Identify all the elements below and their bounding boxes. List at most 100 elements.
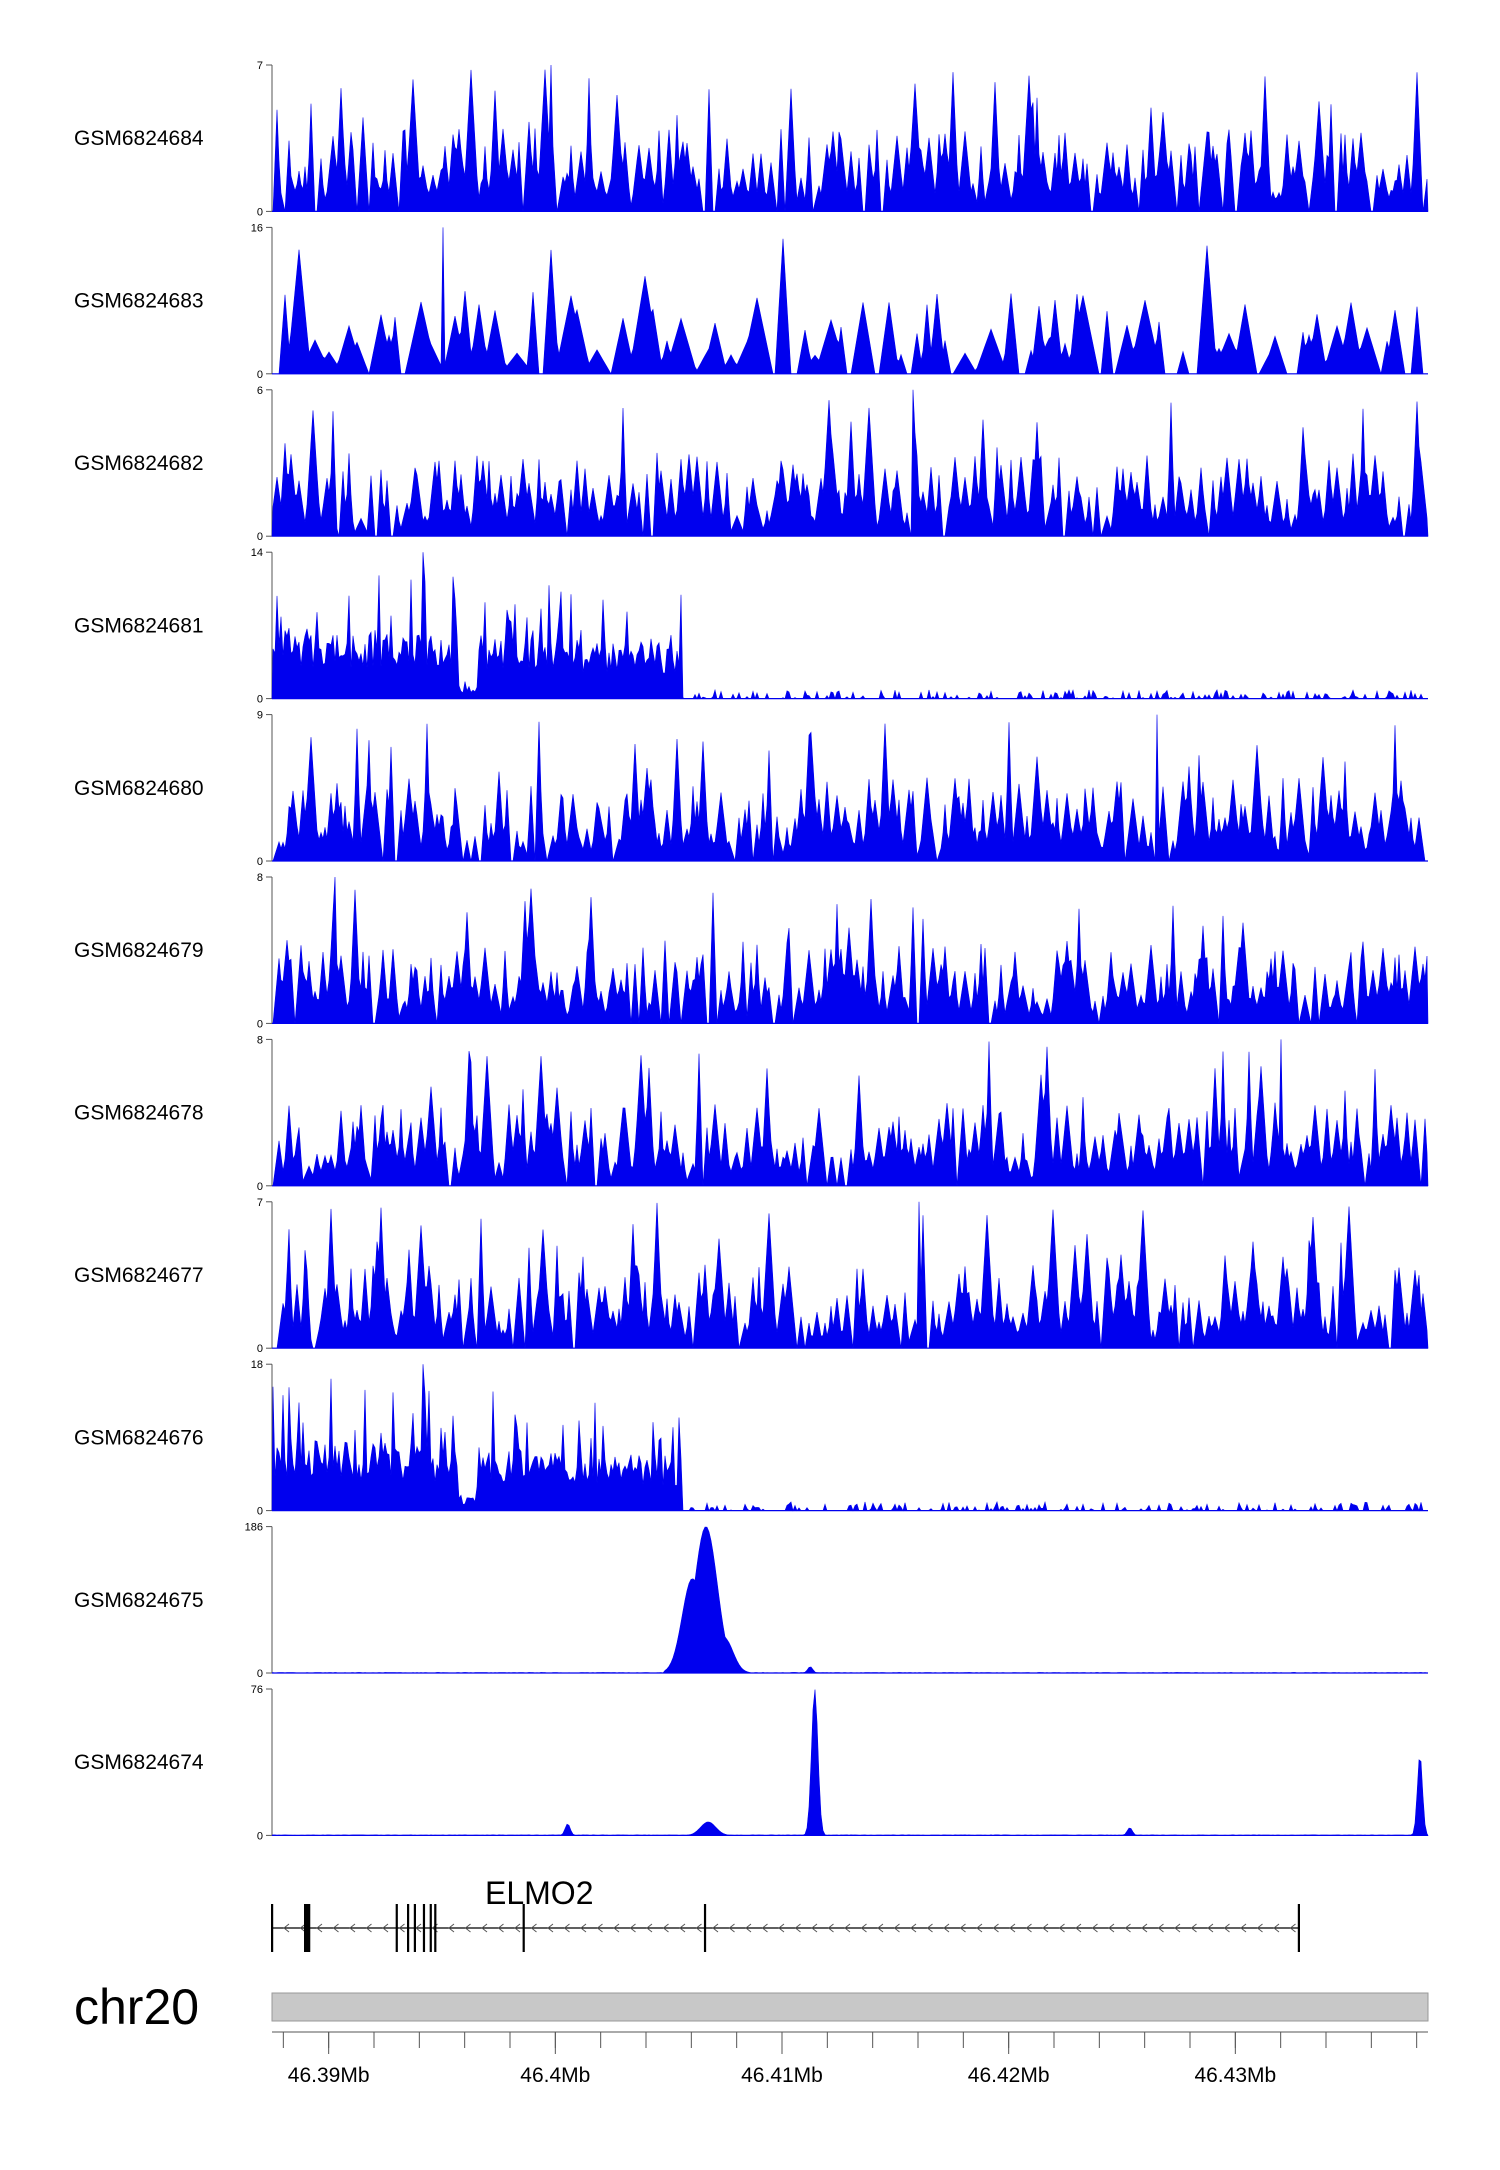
y-zero-label: 0 [257,1018,263,1030]
strand-arrow [844,1923,851,1933]
strand-arrow [316,1923,323,1933]
signal-area [272,1039,1429,1187]
signal-area [271,1689,1429,1836]
strand-arrow [712,1923,719,1933]
chromosome-ideogram [271,1992,1429,2022]
y-max-label: 18 [251,1359,263,1371]
signal-area [272,1201,1429,1349]
strand-arrow [1058,1923,1065,1933]
track-label: GSM6824674 [74,1751,204,1774]
strand-arrow [1108,1923,1115,1933]
track-GSM6824679: GSM6824679 8 0 [74,872,1429,1030]
strand-arrow [464,1923,471,1933]
gene-label: ELMO2 [485,1875,593,1911]
strand-arrow [778,1923,785,1933]
exon [271,1904,274,1952]
y-zero-label: 0 [257,1343,263,1355]
y-max-label: 16 [251,222,263,234]
strand-arrow [1174,1923,1181,1933]
exon [703,1904,707,1952]
exon [413,1904,416,1952]
exon [422,1904,426,1952]
track-GSM6824674: GSM6824674 76 0 [74,1684,1429,1842]
strand-arrow [662,1923,669,1933]
strand-arrow [1091,1923,1098,1933]
strand-arrow [860,1923,867,1933]
strand-arrow [1141,1923,1148,1933]
track-GSM6824684: GSM6824684 7 0 [74,60,1429,218]
strand-arrow [481,1923,488,1933]
x-tick-label: 46.4Mb [520,2064,590,2087]
strand-arrow [1009,1923,1016,1933]
y-max-label: 14 [251,547,263,559]
track-GSM6824681: GSM6824681 14 0 [74,547,1428,706]
gene-model: ELMO2 [271,1875,1300,1952]
strand-arrow [530,1923,537,1933]
y-zero-label: 0 [257,1506,263,1518]
x-axis: 46.39Mb 46.4Mb 46.41Mb 46.42Mb 46.43Mb [272,2031,1428,2087]
strand-arrow [1207,1923,1214,1933]
signal-area [271,1364,1428,1512]
track-GSM6824675: GSM6824675 186 0 [74,1522,1429,1680]
signal-area [272,227,1428,375]
signal-area [271,1526,1429,1674]
signal-area [272,714,1428,862]
strand-arrow [959,1923,966,1933]
strand-arrow [1273,1923,1280,1933]
exon [522,1904,525,1952]
strand-arrow [761,1923,768,1933]
exon [434,1904,437,1952]
y-max-label: 76 [251,1684,263,1696]
strand-arrow [1223,1923,1230,1933]
y-zero-label: 0 [257,694,263,706]
exon [407,1904,410,1952]
strand-arrow [695,1923,702,1933]
exon [1297,1904,1300,1952]
track-label: GSM6824675 [74,1589,204,1612]
x-tick-label: 46.43Mb [1194,2064,1276,2087]
strand-arrow [448,1923,455,1933]
strand-arrow [679,1923,686,1933]
track-GSM6824676: GSM6824676 18 0 [74,1359,1428,1518]
track-label: GSM6824681 [74,614,204,637]
signal-area [271,552,1428,700]
strand-arrow [514,1923,521,1933]
signal-area [272,64,1429,212]
x-tick-label: 46.41Mb [741,2064,823,2087]
chromosome-label: chr20 [74,1979,199,2035]
strand-arrow [1289,1923,1296,1933]
strand-arrow [811,1923,818,1933]
track-GSM6824677: GSM6824677 7 0 [74,1197,1429,1355]
track-label: GSM6824679 [74,939,204,962]
strand-arrow [1124,1923,1131,1933]
strand-arrow [992,1923,999,1933]
strand-arrow [893,1923,900,1933]
strand-arrow [1240,1923,1247,1933]
track-GSM6824682: GSM6824682 6 0 [74,385,1429,543]
y-zero-label: 0 [257,1181,263,1193]
track-label: GSM6824678 [74,1102,204,1125]
strand-arrow [910,1923,917,1933]
y-max-label: 9 [257,710,263,722]
y-zero-label: 0 [257,1830,263,1842]
strand-arrow [728,1923,735,1933]
strand-arrow [1190,1923,1197,1933]
y-max-label: 6 [257,385,263,397]
strand-arrow [332,1923,339,1933]
strand-arrow [629,1923,636,1933]
strand-arrow [283,1923,290,1933]
x-tick-label: 46.39Mb [288,2064,370,2087]
signal-area [272,876,1429,1024]
y-max-label: 7 [257,1197,263,1209]
track-label: GSM6824684 [74,127,204,150]
y-zero-label: 0 [257,531,263,543]
strand-arrow [563,1923,570,1933]
y-max-label: 7 [257,60,263,72]
y-zero-label: 0 [257,369,263,381]
y-max-label: 186 [245,1522,263,1534]
strand-arrow [349,1923,356,1933]
track-label: GSM6824683 [74,290,204,313]
y-max-label: 8 [257,1034,263,1046]
strand-arrow [299,1923,306,1933]
